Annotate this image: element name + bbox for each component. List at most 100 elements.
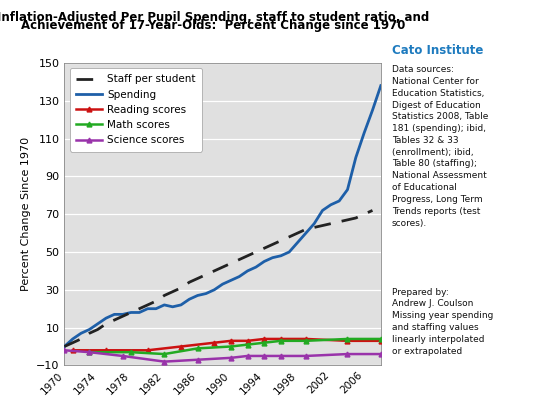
Spending [278,253,284,258]
Spending [328,202,334,207]
Reading scores [278,336,284,341]
Staff per student [220,265,226,270]
Staff per student [227,261,234,266]
Spending [377,83,384,88]
Spending [136,310,143,315]
Spending [61,344,68,349]
Spending [102,316,109,321]
Spending [311,221,318,226]
Reading scores [178,344,184,349]
Staff per student [294,231,301,236]
Staff per student [244,253,251,258]
Staff per student [61,344,68,349]
Staff per student [78,336,85,341]
Staff per student [328,221,334,226]
Staff per student [319,223,326,228]
Staff per student [194,276,201,281]
Math scores [227,344,234,349]
Staff per student [186,280,193,285]
Reading scores [377,339,384,344]
Science scores [194,357,201,362]
Staff per student [161,293,167,298]
Spending [253,265,259,270]
Reading scores [344,339,351,344]
Math scores [128,349,134,354]
Reading scores [244,339,251,344]
Staff per student [169,289,176,294]
Reading scores [144,348,151,353]
Line: Science scores: Science scores [62,348,383,364]
Science scores [344,352,351,357]
Spending [286,249,292,255]
Staff per student [128,310,134,315]
Spending [169,304,176,309]
Staff per student [236,257,242,262]
Reading scores [102,348,109,353]
Text: Achievement of 17-Year-Olds:  Percent Change since 1970: Achievement of 17-Year-Olds: Percent Cha… [21,19,405,32]
Y-axis label: Percent Change Since 1970: Percent Change Since 1970 [21,137,31,291]
Staff per student [203,272,209,277]
Spending [111,312,118,317]
Spending [211,287,218,292]
Spending [186,297,193,302]
Reading scores [261,336,268,341]
Spending [220,281,226,286]
Math scores [278,339,284,344]
Staff per student [361,212,367,217]
Math scores [344,336,351,341]
Staff per student [336,219,343,224]
Staff per student [253,249,259,255]
Staff per student [86,331,93,336]
Spending [361,130,367,135]
Staff per student [119,314,126,319]
Text: Data sources:
National Center for
Education Statistics,
Digest of Education
Stat: Data sources: National Center for Educat… [392,65,488,228]
Text: Cato Institute: Cato Institute [392,44,483,57]
Staff per student [369,208,376,213]
Science scores [61,348,68,353]
Spending [69,336,76,341]
Math scores [194,346,201,351]
Spending [153,306,160,311]
Spending [203,291,209,296]
Staff per student [261,246,268,251]
Staff per student [102,321,109,326]
Staff per student [352,215,359,220]
Reading scores [227,339,234,344]
Spending [294,240,301,245]
Spending [178,302,184,307]
Reading scores [69,348,76,353]
Staff per student [69,340,76,345]
Staff per student [94,327,101,332]
Math scores [86,349,93,354]
Spending [119,312,126,317]
Spending [344,187,351,192]
Line: Staff per student: Staff per student [64,210,372,346]
Staff per student [278,238,284,243]
Legend: Staff per student, Spending, Reading scores, Math scores, Science scores: Staff per student, Spending, Reading sco… [69,68,202,152]
Math scores [244,342,251,347]
Staff per student [144,302,151,307]
Science scores [227,355,234,360]
Staff per student [211,268,218,273]
Line: Reading scores: Reading scores [71,336,383,353]
Science scores [161,359,167,364]
Staff per student [178,286,184,291]
Math scores [377,336,384,341]
Science scores [119,354,126,359]
Staff per student [136,306,143,311]
Spending [302,231,309,236]
Staff per student [269,242,276,247]
Spending [227,278,234,283]
Spending [352,155,359,160]
Spending [261,259,268,264]
Science scores [261,354,268,359]
Staff per student [153,299,160,304]
Line: Math scores: Math scores [87,336,383,357]
Staff per student [311,225,318,230]
Math scores [261,340,268,345]
Spending [236,274,242,279]
Science scores [302,354,309,359]
Reading scores [302,336,309,341]
Spending [269,255,276,260]
Staff per student [302,227,309,232]
